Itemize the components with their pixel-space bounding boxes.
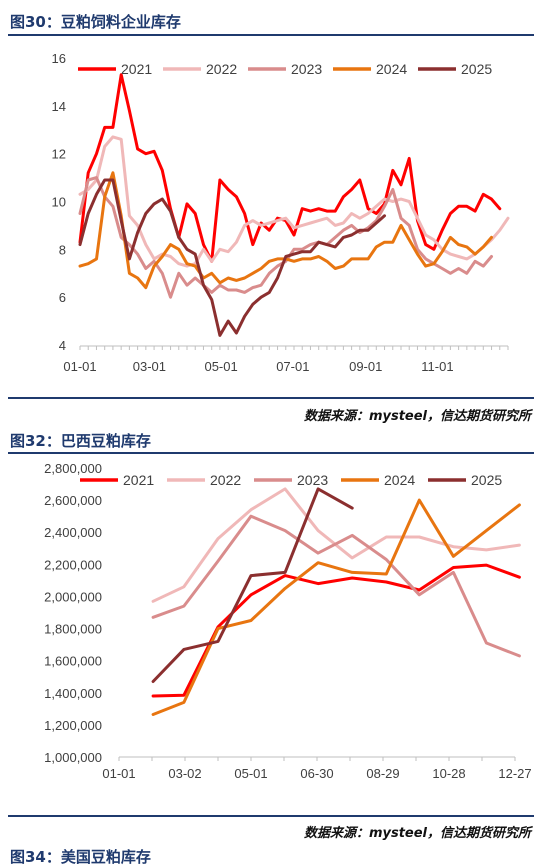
x-tick-label: 01-01 bbox=[102, 766, 135, 781]
figure-32-source: 数据来源：mysteel，信达期货研究所 bbox=[303, 826, 531, 841]
series-line-2025 bbox=[78, 178, 386, 337]
legend-label-2021: 2021 bbox=[123, 472, 154, 488]
legend-label-2025: 2025 bbox=[461, 61, 492, 77]
brazil-soymeal-inventory-chart: 1,000,000 1,200,000 1,400,000 1,600,000 1,80… bbox=[44, 461, 531, 781]
y-tick-label: 1,000,000 bbox=[44, 750, 102, 765]
y-tick-label: 6 bbox=[59, 290, 66, 305]
legend-label-2024: 2024 bbox=[384, 472, 415, 488]
y-tick-label: 2,800,000 bbox=[44, 461, 102, 476]
x-tick-label: 09-01 bbox=[349, 359, 382, 374]
legend-label-2021: 2021 bbox=[121, 61, 152, 77]
legend-label-2022: 2022 bbox=[210, 472, 241, 488]
x-tick-label: 06-30 bbox=[300, 766, 333, 781]
figure-30-bottom-rule bbox=[8, 397, 534, 399]
x-tick-label: 10-28 bbox=[432, 766, 465, 781]
y-tick-label: 16 bbox=[52, 51, 66, 66]
feed-enterprise-inventory-chart: 4 6 8 10 12 14 16 01-01 03-01 05-01 07-01 09-01 11-0… bbox=[52, 51, 510, 374]
y-tick-label: 2,200,000 bbox=[44, 557, 102, 572]
series-line-2021 bbox=[151, 563, 521, 698]
y-tick-label: 12 bbox=[52, 147, 66, 162]
legend-label-2023: 2023 bbox=[297, 472, 328, 488]
x-tick-label: 08-29 bbox=[366, 766, 399, 781]
y-tick-label: 1,800,000 bbox=[44, 622, 102, 637]
x-tick-label: 11-01 bbox=[421, 359, 453, 374]
y-tick-label: 1,200,000 bbox=[44, 718, 102, 733]
x-tick-label: 12-27 bbox=[498, 766, 531, 781]
x-tick-label: 01-01 bbox=[63, 359, 96, 374]
legend-label-2023: 2023 bbox=[291, 61, 322, 77]
y-tick-label: 2,600,000 bbox=[44, 493, 102, 508]
legend-label-2022: 2022 bbox=[206, 61, 237, 77]
y-tick-label: 4 bbox=[59, 338, 66, 353]
figure-32-bottom-rule bbox=[8, 815, 534, 817]
figure-32-title: 图32：巴西豆粕库存 bbox=[10, 432, 151, 450]
figure-30-title-rule bbox=[8, 34, 534, 36]
figure-32-title-rule bbox=[8, 452, 534, 454]
y-tick-label: 2,000,000 bbox=[44, 589, 102, 604]
series-line-2023 bbox=[151, 514, 521, 658]
series-line-2023 bbox=[78, 176, 493, 299]
legend-label-2024: 2024 bbox=[376, 61, 407, 77]
y-tick-label: 2,400,000 bbox=[44, 525, 102, 540]
series-line-2024 bbox=[151, 498, 521, 716]
y-tick-label: 1,400,000 bbox=[44, 686, 102, 701]
series-line-2024 bbox=[78, 171, 493, 290]
legend-label-2025: 2025 bbox=[471, 472, 502, 488]
series-line-2022 bbox=[78, 135, 510, 268]
figure-30-title: 图30：豆粕饲料企业库存 bbox=[10, 13, 181, 31]
y-tick-label: 8 bbox=[59, 242, 66, 257]
x-tick-label: 05-01 bbox=[234, 766, 267, 781]
x-tick-label: 05-01 bbox=[204, 359, 237, 374]
series-line-2021 bbox=[78, 73, 502, 263]
x-tick-label: 03-01 bbox=[133, 359, 166, 374]
y-tick-label: 10 bbox=[52, 195, 66, 210]
series-line-2025 bbox=[151, 487, 354, 683]
x-tick-label: 03-02 bbox=[168, 766, 201, 781]
x-tick-label: 07-01 bbox=[276, 359, 309, 374]
y-tick-label: 14 bbox=[52, 99, 66, 114]
y-tick-label: 1,600,000 bbox=[44, 654, 102, 669]
figure-30-source: 数据来源：mysteel，信达期货研究所 bbox=[303, 409, 531, 424]
